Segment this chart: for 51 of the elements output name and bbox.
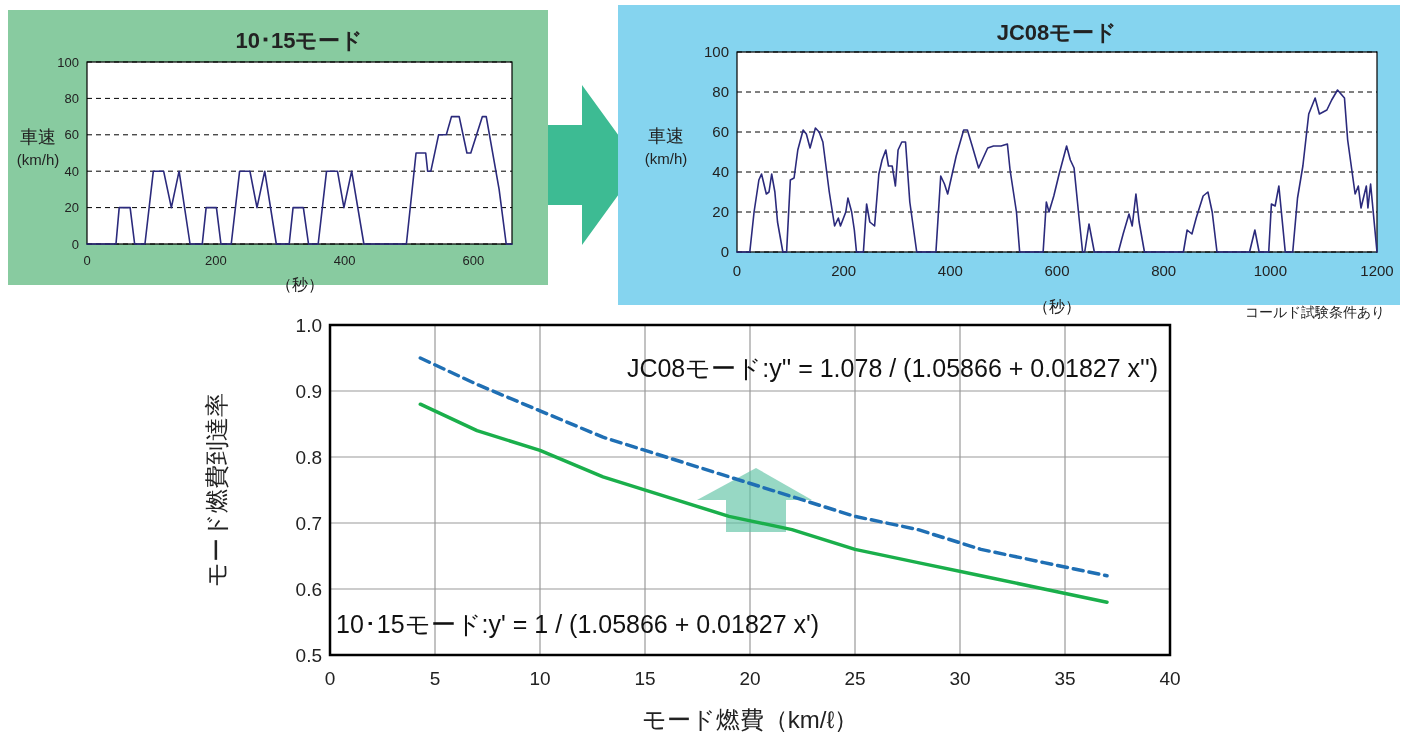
x-tick-label: 10: [529, 668, 551, 690]
line-series: [86, 115, 513, 245]
line-series: [418, 402, 1109, 604]
y-tick-label: 0.9: [295, 380, 322, 402]
y-axis-title: 車速 (km/h): [644, 126, 688, 167]
x-tick-label: 0: [324, 668, 336, 690]
y-tick-label: 0.6: [295, 578, 322, 600]
text: 10･15モード:y' = 1 / (1.05866 + 0.01827 x'): [336, 610, 820, 638]
y-axis-title: 車速 (km/h): [16, 127, 60, 168]
x-tick-label: 200: [831, 262, 857, 279]
x-axis-title: （秒）: [275, 276, 324, 293]
y-tick-label: 40: [64, 163, 79, 179]
x-tick-label: 30: [949, 668, 971, 690]
x-tick-label: 400: [333, 252, 356, 268]
x-tick-label: 20: [739, 668, 761, 690]
x-tick-label: 400: [937, 262, 963, 279]
y-tick-label: 60: [64, 127, 79, 143]
y-tick-label: 20: [64, 200, 79, 216]
x-tick-label: 600: [462, 252, 485, 268]
y-axis-title: モード燃費到達率: [203, 393, 230, 587]
x-tick-label: 0: [732, 262, 742, 279]
x-tick-label: 40: [1159, 668, 1181, 690]
y-tick-label: 80: [712, 83, 729, 101]
y-tick-label: 40: [712, 163, 729, 181]
y-tick-label: 100: [703, 43, 729, 61]
y-tick-label: 60: [712, 123, 729, 141]
x-tick-label: 200: [204, 252, 227, 268]
chart-title: JC08モード: [996, 20, 1118, 45]
x-tick-label: 5: [429, 668, 441, 690]
y-tick-label: 0.5: [295, 644, 322, 666]
chart-title: 10･15モード: [235, 28, 364, 53]
text: コールド試験条件あり: [1245, 304, 1385, 320]
y-tick-label: 0: [71, 236, 79, 252]
y-tick-label: 1.0: [295, 314, 322, 336]
y-tick-label: 0.8: [295, 446, 322, 468]
x-tick-label: 25: [844, 668, 866, 690]
x-tick-label: 800: [1151, 262, 1177, 279]
x-axis-title: モード燃費（km/ℓ）: [641, 706, 859, 733]
y-tick-label: 20: [712, 203, 729, 221]
y-tick-label: 80: [64, 90, 79, 106]
x-tick-label: 15: [634, 668, 656, 690]
x-tick-label: 1000: [1253, 262, 1288, 279]
x-tick-label: 35: [1054, 668, 1076, 690]
x-tick-label: 600: [1044, 262, 1070, 279]
text: JC08モード:y'' = 1.078 / (1.05866 + 0.01827 x''): [626, 354, 1158, 382]
y-tick-label: 0.7: [295, 512, 322, 534]
x-tick-label: 1200: [1360, 262, 1394, 279]
x-tick-label: 0: [83, 252, 91, 268]
y-tick-label: 100: [57, 54, 79, 70]
x-axis-title: （秒）: [1033, 298, 1081, 315]
line-series: [736, 89, 1378, 253]
